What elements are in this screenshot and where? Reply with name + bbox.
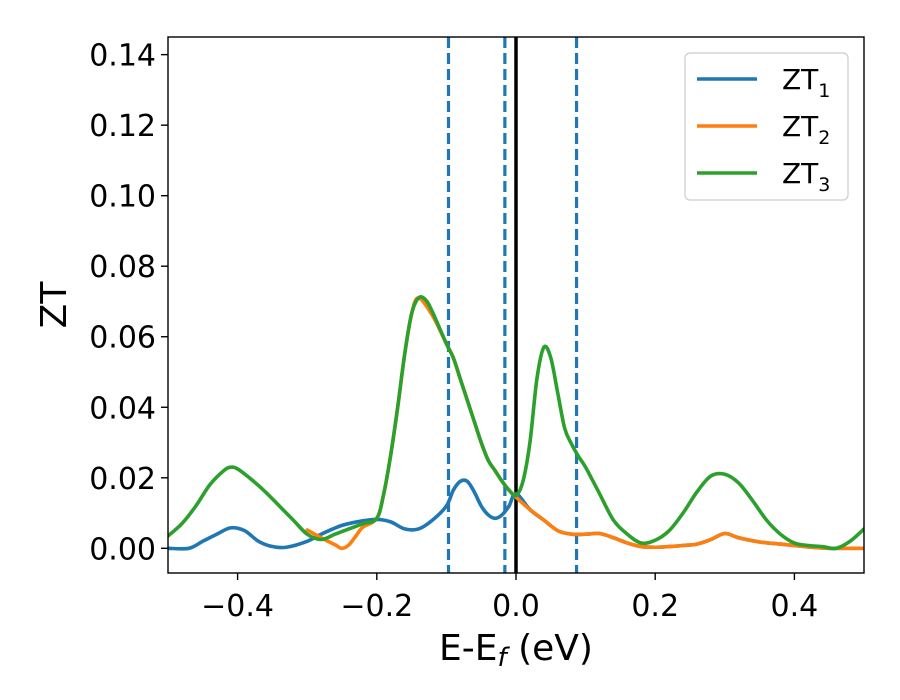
legend-label-zt2: ZT2 xyxy=(782,110,830,149)
y-tick-label: 0.04 xyxy=(89,391,156,426)
x-axis-ticks: −0.4 −0.2 0.0 0.2 0.4 xyxy=(201,573,818,624)
series-line-zt2 xyxy=(305,296,864,551)
y-axis-ticks: 0.00 0.02 0.04 0.06 0.08 0.10 0.12 0.14 xyxy=(89,39,168,567)
x-tick-label: 0.2 xyxy=(631,589,679,624)
x-tick-label: 0.0 xyxy=(492,589,540,624)
x-axis-label-main: E-E xyxy=(439,628,497,669)
reference-lines xyxy=(446,37,579,573)
y-tick-label: 0.12 xyxy=(89,109,156,144)
y-tick-label: 0.08 xyxy=(89,250,156,285)
x-tick-label: −0.4 xyxy=(201,589,274,624)
series-line-zt3 xyxy=(168,295,864,551)
y-tick-label: 0.02 xyxy=(89,462,156,497)
x-tick-label: −0.2 xyxy=(340,589,413,624)
x-axis-label-unit: (eV) xyxy=(507,628,593,669)
legend: ZT1 ZT2 ZT3 xyxy=(684,52,849,201)
y-tick-label: 0.06 xyxy=(89,321,156,356)
series-lines xyxy=(168,295,864,551)
x-tick-label: 0.4 xyxy=(771,589,819,624)
y-tick-label: 0.10 xyxy=(89,180,156,215)
legend-box xyxy=(684,52,849,201)
legend-label-zt3: ZT3 xyxy=(782,157,830,196)
y-tick-label: 0.14 xyxy=(89,39,156,74)
legend-label-zt1: ZT1 xyxy=(782,63,830,102)
y-tick-label: 0.00 xyxy=(89,532,156,567)
x-axis-label: E-Ef (eV) xyxy=(439,628,593,673)
y-axis-label: ZT xyxy=(34,281,75,329)
